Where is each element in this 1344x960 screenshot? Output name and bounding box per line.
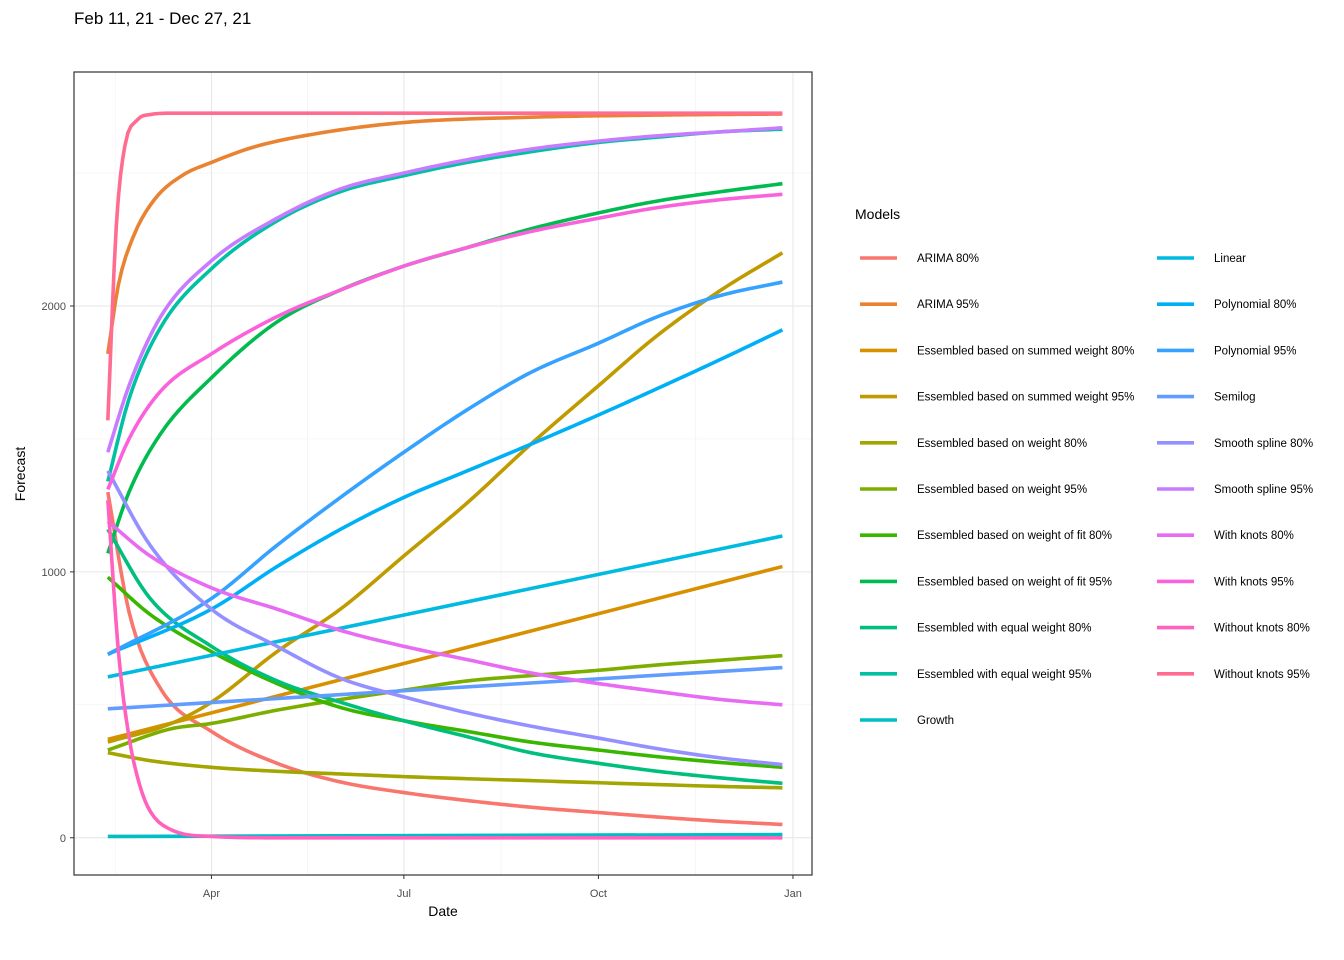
legend-label: Essembled based on weight of fit 80% — [917, 530, 1112, 542]
legend-label: Essembled based on weight 80% — [917, 438, 1087, 450]
plot-panel-background — [74, 72, 812, 875]
legend-label: ARIMA 95% — [917, 299, 979, 311]
y-tick-label: 0 — [60, 833, 66, 845]
series-line — [106, 469, 783, 767]
series-line — [106, 528, 783, 786]
series-line — [106, 499, 783, 840]
legend-label: Essembled based on weight 95% — [917, 484, 1087, 496]
legend-label: With knots 95% — [1214, 576, 1294, 588]
series-line — [107, 328, 784, 656]
x-tick-label: Jan — [784, 888, 802, 900]
x-tick-label: Apr — [203, 888, 220, 900]
y-tick-label: 2000 — [42, 301, 66, 313]
series-line — [106, 491, 783, 827]
series-line — [106, 519, 783, 707]
legend-label: Without knots 80% — [1214, 623, 1310, 635]
plot-panel-border — [73, 71, 813, 876]
legend-label: Polynomial 95% — [1214, 345, 1296, 357]
series-line — [106, 192, 783, 491]
legend-label: Semilog — [1214, 392, 1256, 404]
legend-label: Smooth spline 80% — [1214, 438, 1313, 450]
series-line — [107, 564, 783, 742]
legend-label: Smooth spline 95% — [1214, 484, 1313, 496]
legend-label: With knots 80% — [1214, 530, 1294, 542]
series-line — [106, 111, 783, 421]
series-line — [107, 534, 783, 679]
series-line — [106, 575, 783, 770]
page-title: Feb 11, 21 - Dec 27, 21 — [74, 9, 252, 28]
legend-label: ARIMA 80% — [917, 253, 979, 265]
y-tick-label: 1000 — [42, 567, 66, 579]
legend: Models ARIMA 80% ARIMA 95% Essembled based… — [855, 206, 1313, 727]
series-line — [106, 280, 783, 656]
y-axis-title: Forecast — [12, 447, 28, 502]
series-line — [106, 126, 783, 453]
legend-label: Growth — [917, 715, 954, 727]
series-lines — [106, 111, 784, 840]
series-line — [107, 653, 783, 752]
legend-label: Essembled based on summed weight 95% — [917, 392, 1134, 404]
x-tick-label: Jul — [397, 888, 411, 900]
legend-label: Essembled with equal weight 80% — [917, 623, 1092, 635]
x-axis-title: Date — [428, 903, 458, 919]
legend-label: Essembled based on weight of fit 95% — [917, 576, 1112, 588]
legend-label: Without knots 95% — [1214, 669, 1310, 681]
x-tick-label: Oct — [590, 888, 607, 900]
legend-label: Essembled with equal weight 95% — [917, 669, 1092, 681]
legend-label: Essembled based on summed weight 80% — [917, 345, 1134, 357]
series-line — [107, 750, 783, 790]
axes: Apr Jul Oct Jan 0 1000 2000 — [42, 301, 802, 900]
legend-label: Polynomial 80% — [1214, 299, 1296, 311]
series-line — [107, 665, 783, 711]
legend-label: Linear — [1214, 253, 1246, 265]
series-line — [107, 251, 784, 744]
legend-title: Models — [855, 206, 900, 222]
